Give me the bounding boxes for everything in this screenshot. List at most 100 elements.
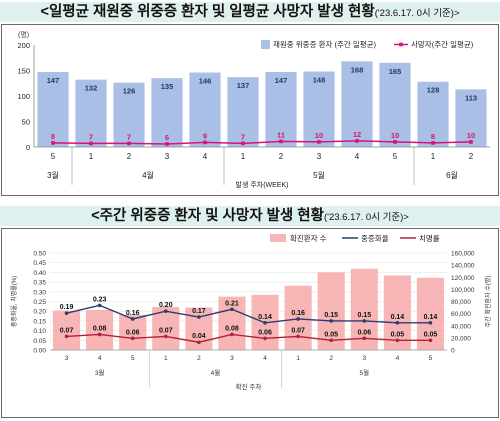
chart2-left-tick-label: 0.50 — [33, 251, 46, 258]
chart1-death-value-label: 10 — [315, 131, 323, 140]
chart2-fatality-rate-value-label: 0.07 — [159, 327, 173, 334]
chart1-x-tick-label: 4 — [203, 152, 208, 161]
chart2-severe-rate-point — [130, 317, 135, 321]
chart1-y-tick-label: 150 — [17, 67, 30, 76]
chart2-title-bar: <주간 위중증 환자 및 사망자 발생 현황('23.6.17. 0시 기준)> — [0, 206, 500, 226]
chart2-fatality-rate-value-label: 0.08 — [93, 325, 107, 332]
chart2-left-tick-label: 0.30 — [33, 289, 46, 296]
chart2-severe-rate-value-label: 0.23 — [93, 296, 107, 303]
chart1-x-tick-label: 5 — [393, 152, 398, 161]
chart1-death-value-label: 10 — [467, 131, 475, 140]
chart2-fatality-rate-point — [263, 336, 267, 341]
chart2-severe-rate-value-label: 0.15 — [324, 312, 338, 319]
chart2-fatality-rate-point — [64, 334, 69, 339]
chart1-death-point — [127, 141, 131, 146]
chart2-right-tick-label: 20,000 — [451, 335, 471, 342]
chart1-bar — [265, 72, 297, 147]
chart2-right-tick-label: 0 — [451, 348, 455, 355]
chart1-death-value-label: 10 — [391, 131, 399, 140]
chart1-bar-value-label: 137 — [237, 81, 250, 90]
chart2-legend-fatality-label: 치명률 — [419, 233, 440, 243]
chart1-month-label: 6월 — [446, 170, 458, 180]
chart2-severe-rate-value-label: 0.16 — [291, 310, 305, 317]
chart2-fatality-rate-value-label: 0.05 — [424, 331, 438, 338]
chart1-bar — [113, 82, 145, 147]
chart1-x-axis-title: 발생 주차(WEEK) — [236, 180, 289, 189]
chart1-death-value-label: 7 — [241, 132, 245, 141]
chart2-left-tick-label: 0.35 — [33, 280, 46, 287]
chart2-severe-rate-point — [263, 321, 267, 325]
chart1-x-tick-label: 1 — [89, 152, 94, 161]
chart1-y-tick-label: 100 — [17, 92, 30, 101]
chart2-month-label: 3월 — [95, 368, 105, 377]
chart1-death-line — [52, 140, 472, 145]
chart2-severe-rate-value-label: 0.21 — [225, 300, 239, 307]
chart1-month-label: 3월 — [47, 170, 59, 180]
chart1-bar-value-label: 148 — [313, 76, 326, 85]
chart2-fatality-rate-point — [329, 338, 334, 343]
chart2-severe-rate-line — [66, 304, 431, 324]
chart2-left-tick-label: 0.00 — [33, 348, 46, 355]
chart2-x-tick-label: 2 — [197, 355, 201, 362]
chart1-bar-value-label: 135 — [161, 82, 174, 91]
chart1-legend-line-label: 사망자(주간 일평균) — [411, 39, 474, 49]
chart2-severe-rate-point — [230, 307, 234, 312]
chart2-date-note: ('23.6.17. 0시 기준)> — [323, 212, 409, 223]
chart1-death-value-label: 7 — [127, 132, 131, 141]
chart2-legend-bar-swatch — [270, 234, 286, 242]
chart1-bar — [455, 89, 487, 147]
chart1-bar — [37, 72, 69, 147]
chart1-legend-line-marker — [399, 42, 403, 47]
chart2-right-axis-title: 주간 확진환자 수(명) — [484, 276, 492, 328]
chart2-legend-severe-label: 중증화율 — [361, 234, 389, 243]
chart2-severe-rate-value-label: 0.14 — [391, 314, 405, 321]
chart1-bar-value-label: 147 — [275, 76, 288, 85]
chart1-death-point — [279, 139, 283, 144]
chart2-fatality-rate-point — [230, 332, 234, 337]
chart2-bar — [416, 277, 445, 350]
chart2-severe-rate-point — [163, 309, 168, 313]
chart1-death-point — [355, 139, 359, 143]
chart2-x-tick-label: 2 — [329, 355, 333, 362]
chart2-x-tick-label: 4 — [98, 355, 102, 362]
chart2-severe-rate-point — [329, 319, 334, 323]
chart2-severe-rate-point — [362, 319, 367, 323]
chart2-severe-rate-point — [197, 315, 201, 319]
chart1-bar-value-label: 146 — [199, 77, 212, 86]
chart1-x-tick-label: 2 — [279, 152, 284, 161]
chart2-fatality-rate-value-label: 0.06 — [357, 329, 371, 336]
chart2-right-tick-label: 140,000 — [451, 263, 475, 270]
chart1-x-tick-label: 2 — [127, 152, 132, 161]
chart1-bar — [417, 81, 449, 147]
chart2-fatality-rate-point — [163, 334, 168, 339]
chart2-severe-rate-point — [97, 303, 102, 308]
chart2-x-tick-label: 3 — [230, 355, 234, 362]
chart1-y-tick-label: 200 — [17, 41, 30, 50]
chart1-bar — [303, 71, 335, 147]
chart2-right-tick-label: 60,000 — [451, 311, 471, 318]
chart2-fatality-rate-point — [296, 334, 300, 339]
chart2-left-tick-label: 0.05 — [33, 338, 46, 345]
chart1-death-point — [165, 142, 169, 146]
chart2-severe-rate-value-label: 0.14 — [424, 314, 438, 321]
chart1-date-note: ('23.6.17. 0시 기준)> — [374, 8, 460, 19]
chart2-left-tick-label: 0.40 — [33, 270, 46, 277]
chart2-severe-rate-value-label: 0.14 — [258, 314, 272, 321]
chart1-x-tick-label: 1 — [431, 152, 436, 161]
chart2-fatality-rate-point — [130, 336, 135, 341]
chart1-death-point — [203, 140, 207, 145]
chart2-bar — [218, 296, 246, 350]
chart2-fatality-rate-value-label: 0.07 — [60, 327, 74, 334]
chart1-bar-value-label: 147 — [47, 76, 60, 85]
chart1-death-point — [317, 140, 321, 144]
chart1-x-tick-label: 3 — [317, 152, 322, 161]
chart2-severe-rate-point — [395, 321, 400, 325]
chart2-severe-rate-value-label: 0.19 — [60, 304, 74, 311]
chart2-fatality-rate-value-label: 0.06 — [126, 329, 140, 336]
chart2-severe-rate-value-label: 0.17 — [192, 308, 206, 315]
chart2-severe-rate-value-label: 0.20 — [159, 302, 173, 309]
chart1-x-tick-label: 1 — [241, 152, 246, 161]
chart2-bar — [152, 306, 180, 350]
chart1-death-value-label: 8 — [431, 132, 435, 141]
